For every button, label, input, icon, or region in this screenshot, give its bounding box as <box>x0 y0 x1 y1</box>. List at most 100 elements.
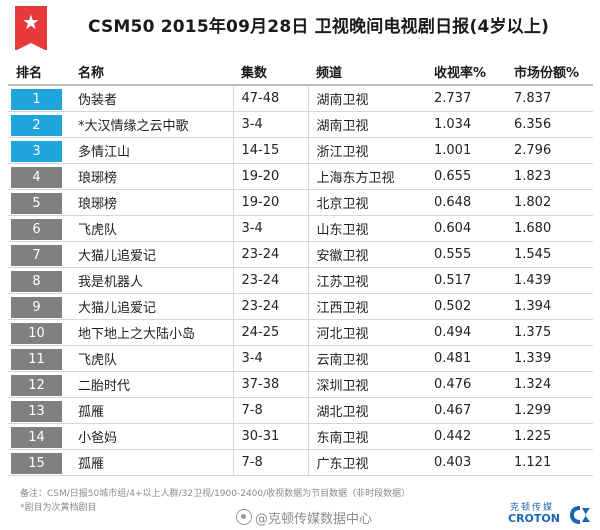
episodes-cell: 37-38 <box>232 371 308 398</box>
rating-cell: 0.555 <box>426 241 506 268</box>
column-header-rating: 收视率% <box>426 58 506 86</box>
table-row: 15 孤雁 7-8 广东卫视 0.403 1.121 <box>8 449 593 476</box>
table-row: 7 大猫儿追爱记 23-24 安徽卫视 0.555 1.545 <box>8 241 593 268</box>
name-cell: 大猫儿追爱记 <box>70 293 233 320</box>
episodes-cell: 23-24 <box>232 241 308 268</box>
footer-note-secondary: *剧目为次黄档剧目 <box>20 503 97 513</box>
rating-cell: 0.442 <box>426 423 506 450</box>
rank-badge: 7 <box>11 245 62 266</box>
share-cell: 1.680 <box>506 215 593 242</box>
channel-cell: 湖北卫视 <box>307 397 426 424</box>
name-cell: 孤雁 <box>70 449 233 476</box>
episodes-cell: 3-4 <box>232 215 308 242</box>
name-cell: 我是机器人 <box>70 267 233 294</box>
table-row: 5 琅琊榜 19-20 北京卫视 0.648 1.802 <box>8 189 593 216</box>
share-cell: 1.545 <box>506 241 593 268</box>
channel-cell: 深圳卫视 <box>307 371 426 398</box>
rank-badge: 15 <box>11 453 62 474</box>
name-cell: 二胎时代 <box>70 371 233 398</box>
channel-cell: 浙江卫视 <box>307 137 426 164</box>
rating-cell: 0.403 <box>426 449 506 476</box>
share-cell: 1.339 <box>506 345 593 372</box>
name-cell: 飞虎队 <box>70 215 233 242</box>
table-body: 1 伪装者 47-48 湖南卫视 2.737 7.837 2 *大汉情缘之云中歌 3-4 湖南卫视… <box>8 85 593 476</box>
table-row: 6 飞虎队 3-4 山东卫视 0.604 1.680 <box>8 215 593 242</box>
name-cell: *大汉情缘之云中歌 <box>70 111 233 138</box>
croton-mark-icon <box>570 506 590 524</box>
name-cell: 大猫儿追爱记 <box>70 241 233 268</box>
column-header-rank: 排名 <box>8 58 70 86</box>
rank-cell: 7 <box>8 241 70 268</box>
rank-cell: 13 <box>8 397 70 424</box>
rank-badge: 10 <box>11 323 62 344</box>
episodes-cell: 3-4 <box>232 345 308 372</box>
report-title: CSM50 2015年09月28日 卫视晚间电视剧日报(4岁以上) <box>88 17 550 37</box>
rank-cell: 2 <box>8 111 70 138</box>
rating-cell: 0.467 <box>426 397 506 424</box>
rank-cell: 10 <box>8 319 70 346</box>
table-row: 12 二胎时代 37-38 深圳卫视 0.476 1.324 <box>8 371 593 398</box>
logo-text-cn: 克顿传媒 <box>510 503 555 513</box>
share-cell: 1.121 <box>506 449 593 476</box>
rank-cell: 5 <box>8 189 70 216</box>
rank-cell: 8 <box>8 267 70 294</box>
episodes-cell: 3-4 <box>232 111 308 138</box>
share-cell: 1.225 <box>506 423 593 450</box>
table-row: 2 *大汉情缘之云中歌 3-4 湖南卫视 1.034 6.356 <box>8 111 593 138</box>
rank-cell: 9 <box>8 293 70 320</box>
column-header-channel: 频道 <box>308 58 426 86</box>
rank-cell: 6 <box>8 215 70 242</box>
column-header-share: 市场份额% <box>506 58 593 86</box>
rank-badge: 6 <box>11 219 62 240</box>
rank-badge: 4 <box>11 167 62 188</box>
footer-note: 备注：CSM/日报50城市组/4+以上人群/32卫视/1900-2400/收视数… <box>20 489 411 499</box>
table-row: 1 伪装者 47-48 湖南卫视 2.737 7.837 <box>8 85 593 112</box>
header-badge: ★ <box>15 6 47 51</box>
table-row: 14 小爸妈 30-31 东南卫视 0.442 1.225 <box>8 423 593 450</box>
episodes-cell: 19-20 <box>232 163 308 190</box>
report-header: ★ CSM50 2015年09月28日 卫视晚间电视剧日报(4岁以上) <box>0 0 600 51</box>
channel-cell: 上海东方卫视 <box>307 163 426 190</box>
name-cell: 孤雁 <box>70 397 233 424</box>
table-row: 10 地下地上之大陆小岛 24-25 河北卫视 0.494 1.375 <box>8 319 593 346</box>
star-icon: ★ <box>22 10 40 34</box>
share-cell: 1.299 <box>506 397 593 424</box>
share-cell: 1.324 <box>506 371 593 398</box>
episodes-cell: 23-24 <box>232 267 308 294</box>
channel-cell: 安徽卫视 <box>307 241 426 268</box>
channel-cell: 山东卫视 <box>307 215 426 242</box>
rating-cell: 0.494 <box>426 319 506 346</box>
table-row: 3 多情江山 14-15 浙江卫视 1.001 2.796 <box>8 137 593 164</box>
share-cell: 6.356 <box>506 111 593 138</box>
rating-cell: 0.476 <box>426 371 506 398</box>
share-cell: 7.837 <box>506 85 593 112</box>
rating-cell: 0.481 <box>426 345 506 372</box>
episodes-cell: 23-24 <box>232 293 308 320</box>
share-cell: 1.823 <box>506 163 593 190</box>
episodes-cell: 14-15 <box>232 137 308 164</box>
rating-cell: 1.034 <box>426 111 506 138</box>
share-cell: 1.394 <box>506 293 593 320</box>
rank-cell: 14 <box>8 423 70 450</box>
rank-badge: 12 <box>11 375 62 396</box>
rating-cell: 2.737 <box>426 85 506 112</box>
channel-cell: 云南卫视 <box>307 345 426 372</box>
channel-cell: 湖南卫视 <box>307 85 426 112</box>
name-cell: 地下地上之大陆小岛 <box>70 319 233 346</box>
channel-cell: 东南卫视 <box>307 423 426 450</box>
rating-cell: 0.648 <box>426 189 506 216</box>
rank-badge: 3 <box>11 141 62 162</box>
column-header-episodes: 集数 <box>233 58 308 86</box>
weibo-icon <box>236 509 252 525</box>
weibo-handle: @克顿传媒数据中心 <box>236 508 372 527</box>
channel-cell: 湖南卫视 <box>307 111 426 138</box>
column-header-name: 名称 <box>70 58 233 86</box>
episodes-cell: 47-48 <box>232 85 308 112</box>
episodes-cell: 19-20 <box>232 189 308 216</box>
table-row: 13 孤雁 7-8 湖北卫视 0.467 1.299 <box>8 397 593 424</box>
episodes-cell: 24-25 <box>232 319 308 346</box>
name-cell: 伪装者 <box>70 85 233 112</box>
ranking-table: 排名 名称 集数 频道 收视率% 市场份额% 1 伪装者 47-48 湖南卫视 2.73… <box>8 58 593 476</box>
channel-cell: 广东卫视 <box>307 449 426 476</box>
rating-cell: 0.604 <box>426 215 506 242</box>
